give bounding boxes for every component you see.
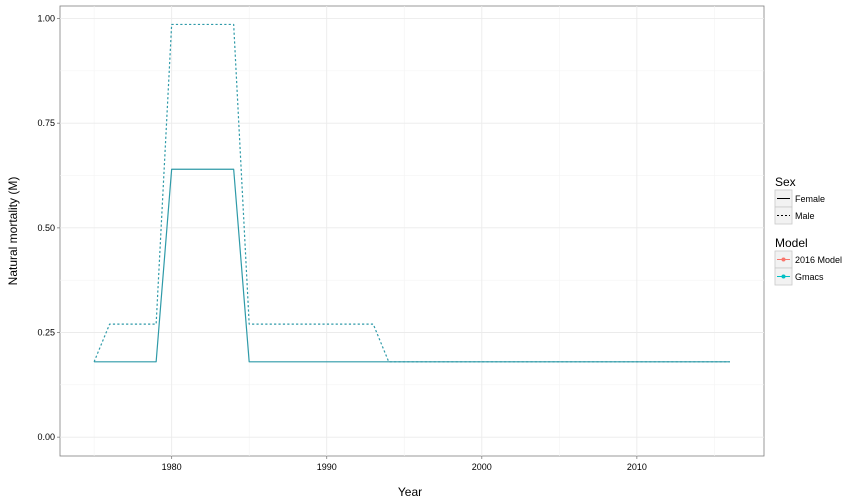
series-line-male	[93, 23, 730, 363]
legend-point-2016-model	[781, 257, 786, 262]
legend-key-male	[774, 206, 793, 225]
y-tick-label: 0.75	[37, 118, 55, 128]
legend-label-male: Male	[795, 211, 815, 221]
legend-model: Model 2016 Model Gmacs	[774, 236, 842, 286]
legend-sex-title: Sex	[775, 175, 796, 189]
x-tick-label: 1990	[317, 462, 337, 472]
legend-model-title: Model	[775, 236, 808, 250]
y-tick-label: 0.25	[37, 328, 55, 338]
x-axis-ticks: 1980 1990 2000 2010	[162, 456, 647, 472]
x-tick-label: 1980	[162, 462, 182, 472]
y-axis-ticks: 0.00 0.25 0.50 0.75 1.00	[37, 14, 60, 442]
x-tick-label: 2000	[472, 462, 492, 472]
major-gridlines	[60, 6, 764, 456]
y-axis-title: Natural mortality (M)	[6, 177, 20, 286]
y-tick-label: 1.00	[37, 14, 55, 24]
y-tick-label: 0.50	[37, 223, 55, 233]
legend-sex: Sex Female Male	[774, 175, 825, 225]
legend-point-gmacs	[781, 274, 786, 279]
x-axis-title: Year	[398, 485, 422, 499]
series-layer	[93, 23, 730, 363]
series-line-female	[94, 168, 730, 363]
legend-label-female: Female	[795, 194, 825, 204]
legend-label-gmacs: Gmacs	[795, 272, 824, 282]
plot-panel	[59, 5, 765, 457]
y-tick-label: 0.00	[37, 432, 55, 442]
minor-gridlines	[60, 6, 764, 456]
x-tick-label: 2010	[627, 462, 647, 472]
legend-label-2016-model: 2016 Model	[795, 255, 842, 265]
